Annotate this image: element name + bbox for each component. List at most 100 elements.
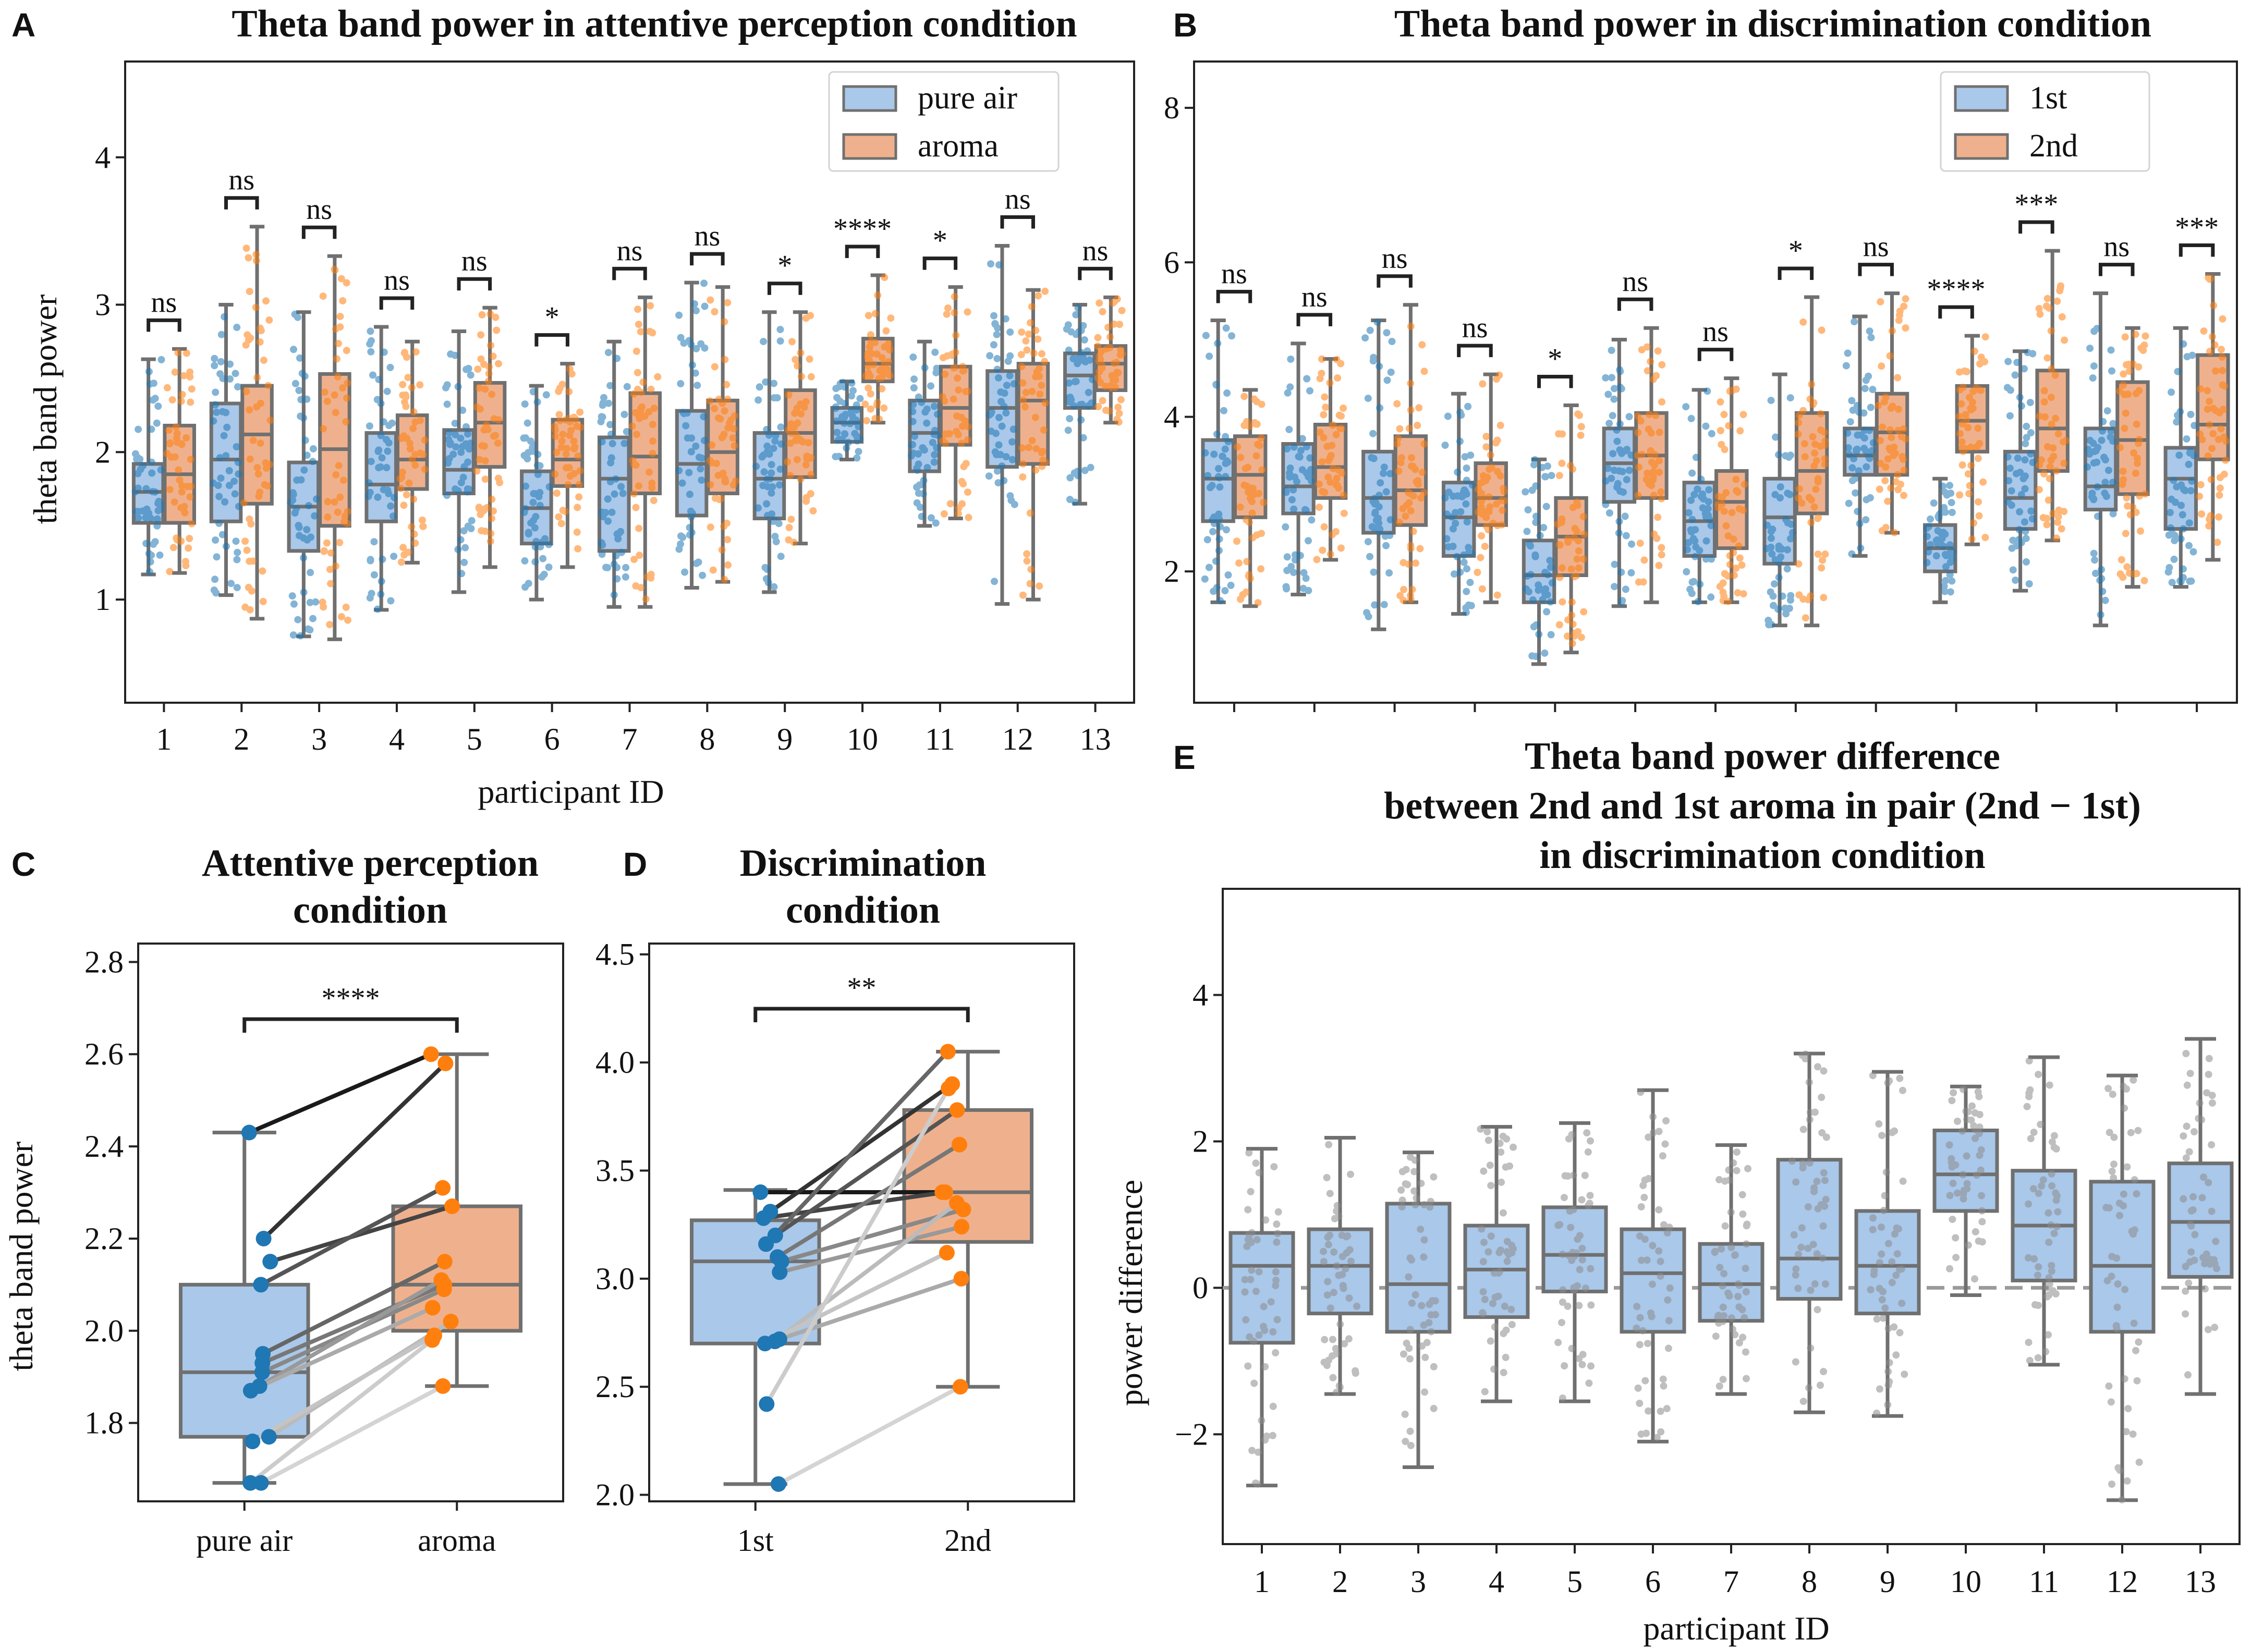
jitter-points-point [406, 445, 414, 452]
significance-bracket: ns [1000, 183, 1035, 229]
jitter-points-point [1848, 550, 1856, 558]
jitter-points-point [1627, 569, 1635, 577]
jitter-points-point [1647, 447, 1654, 455]
jitter-points-point [1586, 1192, 1594, 1200]
jitter-points-point [832, 452, 839, 460]
jitter-points-point [377, 432, 385, 439]
jitter-points-point [807, 373, 815, 381]
jitter-points-point [777, 423, 785, 431]
jitter-points-point [609, 439, 616, 447]
jitter-points-point [1658, 544, 1665, 552]
jitter-points-point [1806, 1159, 1814, 1167]
jitter-points-point [486, 310, 494, 318]
jitter-points [908, 348, 941, 527]
jitter-points [1361, 318, 1396, 620]
jitter-points-point [221, 313, 228, 321]
jitter-points-point [1575, 1302, 1583, 1310]
jitter-points-point [2027, 1135, 2035, 1143]
jitter-points-point [881, 274, 889, 282]
jitter-points-point [802, 314, 810, 322]
jitter-points-point [303, 395, 311, 403]
jitter-points-point [1019, 379, 1027, 387]
jitter-points-point [1254, 1448, 1262, 1456]
jitter-points [752, 326, 785, 591]
jitter-points-point [2129, 1430, 2137, 1438]
jitter-points-point [2132, 331, 2139, 338]
legend-swatch [842, 85, 897, 112]
jitter-points-point [344, 616, 351, 624]
jitter-points-point [1655, 1128, 1663, 1135]
jitter-points-point [1329, 531, 1336, 539]
jitter-points-point [1860, 445, 1868, 452]
jitter-points [2035, 282, 2070, 542]
jitter-points-point [2050, 1132, 2058, 1140]
pair-point-first [241, 1124, 257, 1141]
jitter-points-point [1019, 591, 1027, 599]
jitter-points [1474, 371, 1508, 599]
jitter-points-point [488, 495, 496, 503]
jitter-points-point [1541, 590, 1549, 597]
jitter-points-point [1546, 557, 1554, 565]
jitter-points-point [1978, 1192, 1985, 1200]
jitter-points-point [636, 414, 643, 422]
jitter-points-point [1622, 532, 1630, 540]
jitter-points-point [421, 436, 429, 444]
jitter-points-point [334, 373, 342, 381]
jitter-points-point [1308, 516, 1316, 524]
jitter-points-point [2054, 1208, 2062, 1216]
jitter-points-point [2180, 1132, 2187, 1140]
significance-bracket-line [224, 196, 259, 210]
jitter-points-point [2035, 1071, 2042, 1079]
jitter-points-point [2201, 1285, 2209, 1293]
jitter-points-point [1118, 307, 1126, 314]
jitter-points-point [1734, 1293, 1742, 1300]
jitter-points-point [1946, 482, 1953, 490]
y-axis-tick-label: 3 [95, 288, 111, 322]
jitter-points-point [1942, 563, 1950, 571]
jitter-points-point [2049, 444, 2057, 452]
jitter-points-point [610, 591, 618, 599]
jitter-points-point [297, 476, 305, 484]
jitter-points-point [1228, 332, 1236, 340]
jitter-points-point [1548, 564, 1555, 571]
jitter-points-point [186, 368, 194, 376]
jitter-points [939, 293, 972, 521]
jitter-points-point [1619, 468, 1626, 475]
y-axis-tick-label: 4 [1193, 978, 1208, 1012]
jitter-points-point [1222, 460, 1230, 468]
jitter-points-point [1658, 398, 1665, 406]
jitter-points-point [1216, 523, 1224, 531]
jitter-points-point [1742, 1348, 1749, 1356]
jitter-points-point [1979, 478, 1987, 486]
jitter-points-point [336, 539, 344, 546]
jitter-points-point [2135, 439, 2143, 447]
jitter-points-point [494, 439, 502, 447]
jitter-points-point [865, 312, 872, 320]
jitter-points-point [649, 437, 656, 445]
jitter-points-point [1958, 444, 1966, 452]
jitter-points-point [1381, 532, 1389, 540]
jitter-points-point [1532, 519, 1540, 527]
jitter-points-point [695, 558, 702, 566]
jitter-points-point [1233, 537, 1240, 545]
jitter-points-point [2215, 513, 2223, 521]
jitter-points-point [1244, 1206, 1252, 1214]
jitter-points-point [1775, 451, 1782, 459]
jitter-points-point [797, 373, 805, 381]
jitter-points-point [2180, 340, 2187, 348]
jitter-points-point [1485, 1136, 1492, 1144]
jitter-points-point [1412, 559, 1419, 567]
jitter-points-point [2060, 459, 2068, 467]
jitter-points-point [1867, 403, 1875, 411]
jitter-points-point [1734, 488, 1742, 496]
jitter-points-point [939, 354, 947, 362]
jitter-points-point [1638, 346, 1646, 353]
jitter-points-point [2098, 566, 2105, 573]
jitter-points-point [1041, 399, 1049, 407]
box-2nd [2115, 326, 2150, 589]
jitter-points-point [240, 499, 248, 507]
jitter-points-point [1604, 464, 1612, 472]
jitter-points-point [1099, 397, 1106, 405]
jitter-points-point [646, 468, 653, 476]
jitter-points-point [452, 485, 459, 493]
